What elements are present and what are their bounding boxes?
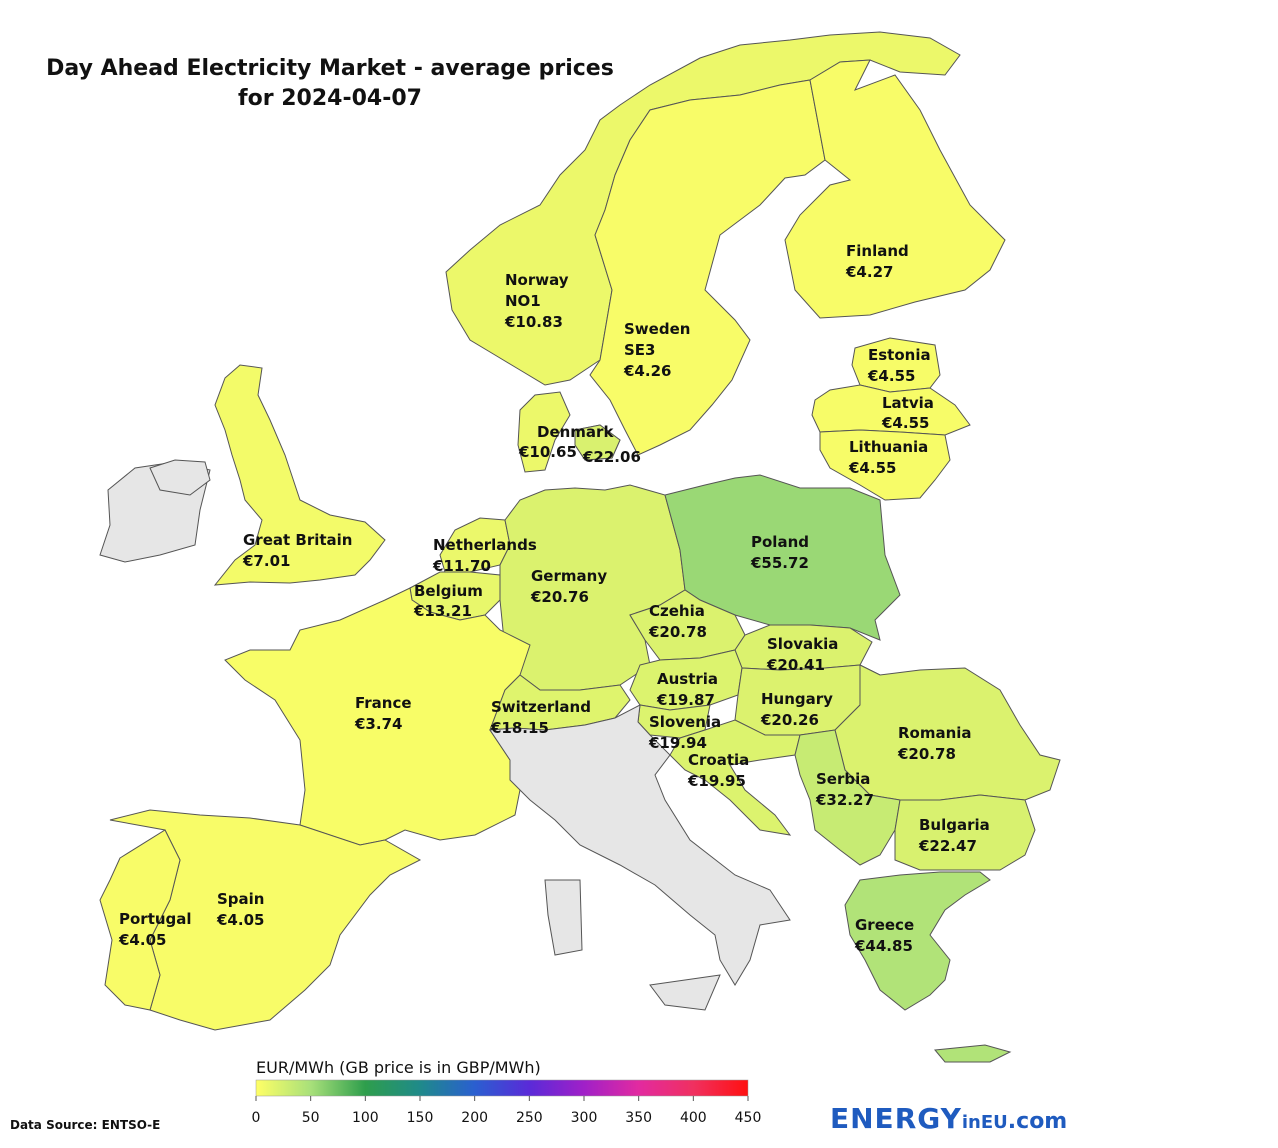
label-belgium-name: Belgium bbox=[414, 582, 483, 600]
label-slovakia-price: €20.41 bbox=[766, 656, 825, 674]
label-spain-price: €4.05 bbox=[216, 911, 264, 929]
scale-tick-label: 150 bbox=[407, 1110, 434, 1126]
scale-tick-label: 100 bbox=[352, 1110, 379, 1126]
label-romania-name: Romania bbox=[898, 724, 972, 742]
label-sweden-zone: SE3 bbox=[624, 341, 656, 359]
region-great-britain[interactable] bbox=[213, 364, 386, 586]
price-color-scale: 0 50 100 150 200 250 300 350 400 450 bbox=[252, 1079, 762, 1126]
region-denmark-east[interactable] bbox=[574, 424, 621, 461]
label-gb-price: €7.01 bbox=[242, 552, 290, 570]
scale-tick-label: 450 bbox=[735, 1110, 762, 1126]
scale-tick-label: 400 bbox=[680, 1110, 707, 1126]
label-germany-price: €20.76 bbox=[530, 588, 589, 606]
label-croatia-name: Croatia bbox=[688, 751, 749, 769]
label-norway-price: €10.83 bbox=[504, 313, 563, 331]
map-subtitle-date: for 2024-04-07 bbox=[238, 86, 422, 111]
region-finland[interactable] bbox=[784, 59, 1006, 319]
label-serbia-name: Serbia bbox=[816, 770, 870, 788]
region-greece[interactable] bbox=[844, 871, 1012, 1063]
scale-tick-label: 0 bbox=[252, 1110, 261, 1126]
brand-part-com: .com bbox=[1007, 1109, 1068, 1134]
label-belgium-price: €13.21 bbox=[413, 602, 472, 620]
brand-logo: ENERGYinEU.com bbox=[830, 1102, 1067, 1135]
label-slovakia-name: Slovakia bbox=[767, 635, 838, 653]
scale-tick-label: 300 bbox=[571, 1110, 598, 1126]
label-norway-name: Norway bbox=[505, 271, 569, 289]
label-serbia-price: €32.27 bbox=[815, 791, 874, 809]
label-denmark-price-dk1: €10.65 bbox=[518, 443, 577, 461]
label-sweden-price: €4.26 bbox=[623, 362, 671, 380]
label-portugal-price: €4.05 bbox=[118, 931, 166, 949]
label-austria-price: €19.87 bbox=[656, 691, 715, 709]
label-hungary-price: €20.26 bbox=[760, 711, 819, 729]
label-norway-zone: NO1 bbox=[505, 292, 541, 310]
label-bulgaria-name: Bulgaria bbox=[919, 816, 990, 834]
label-lithuania-price: €4.55 bbox=[848, 459, 896, 477]
label-netherlands-name: Netherlands bbox=[433, 536, 537, 554]
label-switzerland-price: €18.15 bbox=[490, 719, 549, 737]
label-poland-name: Poland bbox=[751, 533, 809, 551]
scale-tick-label: 50 bbox=[302, 1110, 320, 1126]
label-spain-name: Spain bbox=[217, 890, 264, 908]
label-czechia-name: Czehia bbox=[649, 602, 705, 620]
label-netherlands-price: €11.70 bbox=[432, 557, 491, 575]
label-latvia-name: Latvia bbox=[882, 394, 934, 412]
color-scale-bar bbox=[255, 1079, 749, 1097]
label-czechia-price: €20.78 bbox=[648, 623, 707, 641]
label-germany-name: Germany bbox=[531, 567, 607, 585]
brand-part-energy: ENERGY bbox=[830, 1102, 962, 1135]
label-bulgaria-price: €22.47 bbox=[918, 837, 977, 855]
scale-tick-label: 250 bbox=[516, 1110, 543, 1126]
label-estonia-price: €4.55 bbox=[867, 367, 915, 385]
scale-tick-label: 350 bbox=[625, 1110, 652, 1126]
label-denmark-name: Denmark bbox=[537, 423, 614, 441]
label-hungary-name: Hungary bbox=[761, 690, 833, 708]
region-bulgaria[interactable] bbox=[894, 794, 1036, 871]
region-lithuania[interactable] bbox=[819, 429, 951, 501]
region-germany[interactable] bbox=[499, 484, 686, 691]
region-italy bbox=[489, 704, 791, 1011]
region-portugal[interactable] bbox=[99, 829, 181, 1011]
map-title: Day Ahead Electricity Market - average p… bbox=[46, 56, 614, 81]
scale-unit-label: EUR/MWh (GB price is in GBP/MWh) bbox=[256, 1058, 541, 1077]
label-lithuania-name: Lithuania bbox=[849, 438, 928, 456]
region-sweden[interactable] bbox=[589, 79, 826, 456]
label-greece-name: Greece bbox=[855, 916, 914, 934]
label-finland-name: Finland bbox=[846, 242, 909, 260]
region-croatia[interactable] bbox=[669, 719, 801, 836]
label-slovenia-name: Slovenia bbox=[649, 713, 721, 731]
label-poland-price: €55.72 bbox=[750, 554, 809, 572]
label-estonia-name: Estonia bbox=[868, 346, 931, 364]
data-source-label: Data Source: ENTSO-E bbox=[10, 1118, 161, 1132]
region-serbia[interactable] bbox=[794, 729, 901, 866]
label-france-price: €3.74 bbox=[354, 715, 402, 733]
label-denmark-price-dk2: €22.06 bbox=[582, 448, 641, 466]
scale-tick-label: 200 bbox=[461, 1110, 488, 1126]
label-switzerland-name: Switzerland bbox=[491, 698, 591, 716]
label-sweden-name: Sweden bbox=[624, 320, 690, 338]
region-france[interactable] bbox=[224, 587, 531, 846]
brand-part-ineu: inEU bbox=[961, 1112, 1008, 1133]
label-slovenia-price: €19.94 bbox=[648, 734, 707, 752]
label-greece-price: €44.85 bbox=[854, 937, 913, 955]
label-romania-price: €20.78 bbox=[897, 745, 956, 763]
label-latvia-price: €4.55 bbox=[881, 414, 929, 432]
label-finland-price: €4.27 bbox=[845, 263, 893, 281]
label-austria-name: Austria bbox=[657, 670, 718, 688]
label-croatia-price: €19.95 bbox=[687, 772, 746, 790]
label-gb-name: Great Britain bbox=[243, 531, 352, 549]
label-portugal-name: Portugal bbox=[119, 910, 192, 928]
region-northern-ireland bbox=[149, 459, 211, 496]
label-france-name: France bbox=[355, 694, 412, 712]
